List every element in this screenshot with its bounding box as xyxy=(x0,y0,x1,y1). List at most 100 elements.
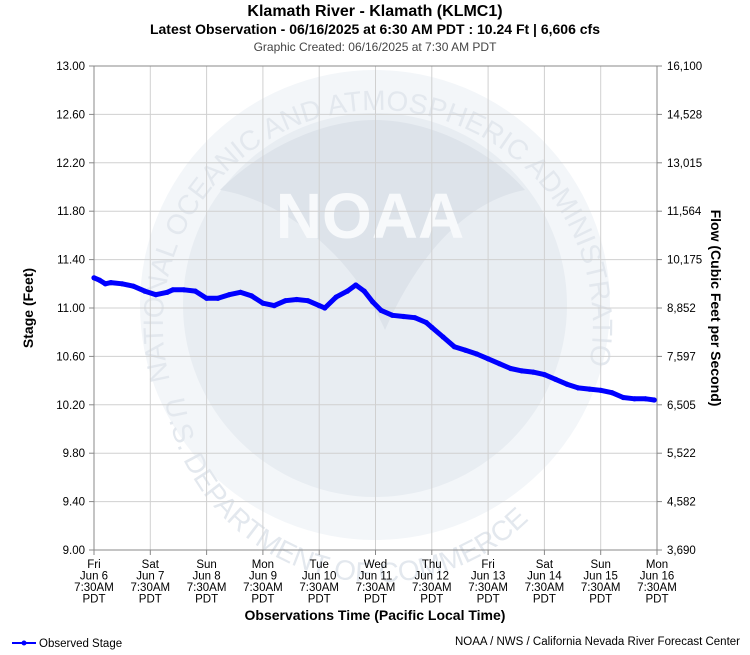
data-point xyxy=(609,390,615,396)
data-point xyxy=(575,385,581,391)
y-axis-label: Stage (Feet) xyxy=(20,268,36,348)
y-tick-label: 9.80 xyxy=(63,448,85,460)
data-point xyxy=(519,368,525,374)
y2-tick-label: 6,505 xyxy=(667,400,696,412)
y2-tick-label: 10,175 xyxy=(667,255,702,267)
legend-marker xyxy=(21,640,27,646)
data-point xyxy=(237,289,243,295)
y-tick-label: 10.60 xyxy=(56,351,85,363)
data-point xyxy=(91,275,97,281)
x-axis-label: Observations Time (Pacific Local Time) xyxy=(245,607,506,623)
data-point xyxy=(130,283,136,289)
data-point xyxy=(496,361,502,367)
data-point xyxy=(451,344,457,350)
x-tick-label: Sat Jun 7 7:30AM PDT xyxy=(130,559,170,606)
data-point xyxy=(119,281,125,287)
data-point xyxy=(598,387,604,393)
y-tick-label: 9.00 xyxy=(63,545,85,557)
data-point xyxy=(215,295,221,301)
data-point xyxy=(429,324,435,330)
data-point xyxy=(305,298,311,304)
data-point xyxy=(620,394,626,401)
data-point xyxy=(643,396,649,402)
watermark-logo-text: NOAA xyxy=(276,180,464,252)
credit-text: NOAA / NWS / California Nevada River For… xyxy=(455,636,740,648)
data-point xyxy=(271,303,277,309)
x-tick-label: Sat Jun 14 7:30AM PDT xyxy=(525,559,565,606)
data-point xyxy=(541,372,548,378)
legend: Observed Stage xyxy=(12,638,122,650)
x-tick-label: Sun Jun 15 7:30AM PDT xyxy=(581,559,621,606)
x-tick-label: Mon Jun 9 7:30AM PDT xyxy=(243,559,283,606)
data-point xyxy=(440,334,446,340)
data-point xyxy=(249,293,255,299)
y-tick-label: 13.00 xyxy=(56,61,85,73)
graphic-created-text: Graphic Created: 06/16/2025 at 7:30 AM P… xyxy=(254,40,497,54)
x-tick-label: Wed Jun 11 7:30AM PDT xyxy=(356,559,396,606)
data-point xyxy=(294,296,300,303)
y2-tick-label: 14,528 xyxy=(667,109,702,121)
y2-tick-label: 16,100 xyxy=(667,61,702,73)
data-point xyxy=(181,287,187,293)
y-axis-right: 16,100 14,528 13,015 11,564 10,175 8,852 7,597… xyxy=(657,61,702,557)
data-point xyxy=(153,292,159,298)
y2-axis-label: Flow (Cubic Feet per Second) xyxy=(708,210,724,407)
y-tick-label: 12.20 xyxy=(56,158,85,170)
y2-tick-label: 5,522 xyxy=(667,448,696,460)
chart-subtitle: Latest Observation - 06/16/2025 at 6:30 … xyxy=(150,21,600,37)
data-point xyxy=(564,381,570,387)
legend-label: Observed Stage xyxy=(39,638,122,650)
data-point xyxy=(463,347,469,353)
data-point xyxy=(97,277,103,283)
data-point xyxy=(344,288,350,294)
data-point xyxy=(631,396,638,402)
data-point xyxy=(333,294,339,300)
data-point xyxy=(508,365,514,372)
data-point xyxy=(102,281,108,287)
x-tick-label: Tue Jun 10 7:30AM PDT xyxy=(299,559,339,606)
data-point xyxy=(389,312,395,318)
noaa-watermark: NOAA NATIONAL OCEANIC AND ATMOSPHERIC AD… xyxy=(0,0,618,589)
x-tick-label: Fri Jun 6 7:30AM PDT xyxy=(74,559,114,606)
y2-tick-label: 3,690 xyxy=(667,545,696,557)
data-point xyxy=(260,300,266,306)
y-tick-label: 11.80 xyxy=(57,206,85,218)
y2-tick-label: 4,582 xyxy=(667,497,696,509)
data-point xyxy=(164,289,170,295)
data-point xyxy=(474,351,480,357)
data-point xyxy=(530,369,536,375)
y-tick-label: 11.40 xyxy=(57,255,85,267)
data-point xyxy=(108,280,114,286)
data-point xyxy=(485,356,491,362)
data-point xyxy=(142,288,148,294)
y2-tick-label: 13,015 xyxy=(667,158,702,170)
data-point xyxy=(412,315,418,321)
y-axis-left: 13.00 12.60 12.20 11.80 11.40 11.00 10.60 10.20… xyxy=(56,61,94,557)
data-point xyxy=(553,376,559,382)
x-axis: Fri Jun 6 7:30AM PDT Sat Jun 7 7:30AM PDT Sun Jun… xyxy=(74,550,677,606)
series-group xyxy=(91,275,657,403)
x-tick-label: Fri Jun 13 7:30AM PDT xyxy=(468,559,508,606)
watermark-gull-shape xyxy=(220,120,525,330)
y-tick-label: 9.40 xyxy=(63,497,85,509)
y2-tick-label: 7,597 xyxy=(667,351,696,363)
x-tick-label: Sun Jun 8 7:30AM PDT xyxy=(187,559,227,606)
data-point xyxy=(226,292,232,298)
x-tick-label: Thu Jun 12 7:30AM PDT xyxy=(412,559,452,606)
y-tick-label: 10.20 xyxy=(56,400,85,412)
data-point xyxy=(423,319,429,326)
x-tick-label: Mon Jun 16 7:30AM PDT xyxy=(637,559,677,606)
data-point xyxy=(401,313,407,320)
data-point xyxy=(586,386,593,392)
data-point xyxy=(192,288,198,294)
data-point xyxy=(316,303,322,309)
data-point xyxy=(204,295,210,301)
data-point xyxy=(361,288,367,294)
data-point xyxy=(322,305,328,311)
y2-tick-label: 8,852 xyxy=(667,303,696,315)
data-point xyxy=(370,299,376,305)
data-point xyxy=(651,397,657,403)
chart-title: Klamath River - Klamath (KLMC1) xyxy=(247,3,502,20)
data-point xyxy=(353,282,359,288)
